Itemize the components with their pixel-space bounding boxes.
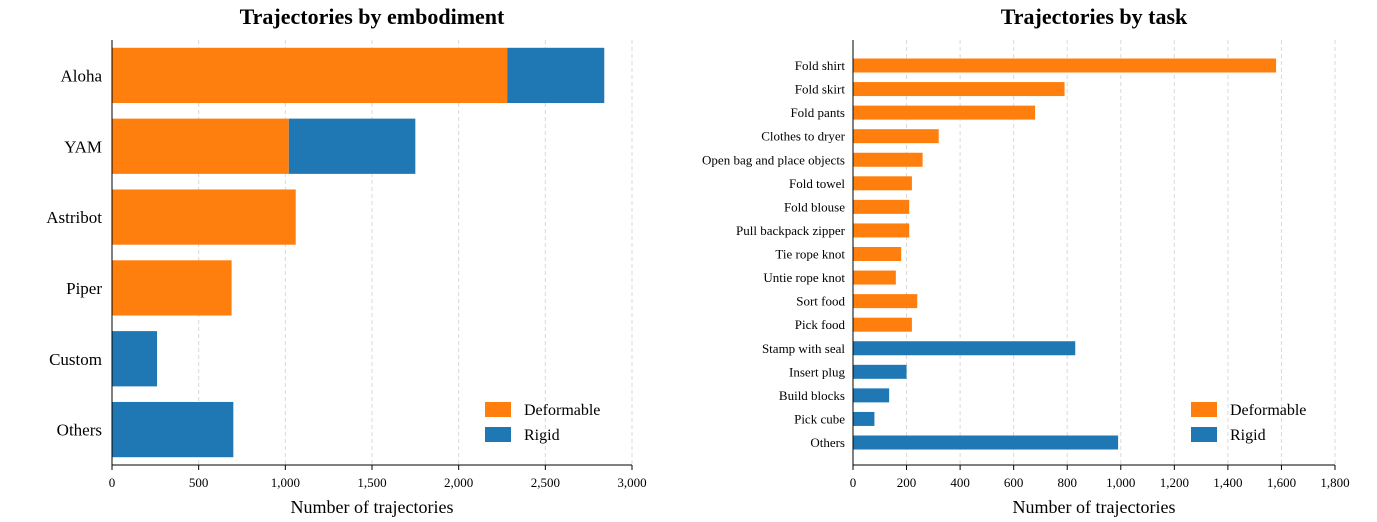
embodiment-x-ticks: 0 500 1,000 1,500 2,000 2,500 3,000 bbox=[109, 465, 647, 490]
embodiment-legend: Deformable Rigid bbox=[485, 402, 600, 444]
task-label-tie-rope-knot: Tie rope knot bbox=[775, 247, 845, 262]
embodiment-label-yam: YAM bbox=[64, 137, 102, 156]
embodiment-label-custom: Custom bbox=[49, 350, 102, 369]
task-label-untie-rope-knot: Untie rope knot bbox=[763, 270, 845, 285]
bar-pick-cube bbox=[853, 411, 875, 426]
bar-astribot-deformable bbox=[112, 189, 296, 245]
task-legend-swatch-rigid bbox=[1191, 427, 1217, 442]
embodiment-x-tick-label: 3,000 bbox=[617, 475, 646, 490]
embodiment-x-tick-label: 2,000 bbox=[444, 475, 473, 490]
embodiment-x-axis-label: Number of trajectories bbox=[291, 497, 454, 517]
task-chart-title: Trajectories by task bbox=[1001, 4, 1188, 29]
bar-fold-pants bbox=[853, 105, 1036, 120]
embodiment-legend-swatch-deformable bbox=[485, 402, 511, 417]
bar-sort-food bbox=[853, 294, 918, 309]
embodiment-x-tick-label: 1,500 bbox=[357, 475, 386, 490]
task-label-pick-food: Pick food bbox=[795, 317, 846, 332]
task-legend-swatch-deformable bbox=[1191, 402, 1217, 417]
bar-others bbox=[853, 435, 1119, 450]
bar-piper-deformable bbox=[112, 260, 232, 316]
embodiment-grid bbox=[198, 40, 633, 465]
task-x-tick-label: 1,600 bbox=[1267, 475, 1296, 490]
task-label-others: Others bbox=[810, 435, 845, 450]
bar-tie-rope-knot bbox=[853, 247, 902, 261]
task-label-sort-food: Sort food bbox=[796, 294, 845, 309]
task-label-insert-plug: Insert plug bbox=[789, 364, 845, 379]
task-label-build-blocks: Build blocks bbox=[779, 388, 845, 403]
embodiment-x-tick-label: 2,500 bbox=[531, 475, 560, 490]
embodiment-legend-label-rigid: Rigid bbox=[524, 427, 560, 444]
task-label-pick-cube: Pick cube bbox=[794, 411, 845, 426]
embodiment-label-astribot: Astribot bbox=[46, 208, 102, 227]
bar-build-blocks bbox=[853, 388, 890, 403]
task-x-tick-label: 1,800 bbox=[1320, 475, 1349, 490]
task-category-labels: Fold shirt Fold skirt Fold pants Clothes to… bbox=[702, 58, 846, 450]
bar-insert-plug bbox=[853, 364, 907, 379]
embodiment-x-tick-label: 1,000 bbox=[271, 475, 300, 490]
task-label-pull-backpack-zipper: Pull backpack zipper bbox=[736, 223, 846, 238]
bar-yam-rigid bbox=[288, 118, 416, 174]
embodiment-x-tick-label: 500 bbox=[189, 475, 209, 490]
task-x-tick-label: 0 bbox=[850, 475, 857, 490]
embodiment-chart: Trajectories by embodiment 0 500 1,000 1,50… bbox=[46, 4, 646, 517]
task-label-clothes-to-dryer: Clothes to dryer bbox=[761, 129, 845, 144]
task-label-fold-shirt: Fold shirt bbox=[795, 58, 846, 73]
bar-pull-backpack-zipper bbox=[853, 223, 910, 238]
bar-fold-skirt bbox=[853, 82, 1065, 97]
bar-custom-rigid bbox=[112, 331, 158, 387]
task-chart: Trajectories by task 0 200 400 600 800 1,000 1… bbox=[702, 4, 1350, 517]
embodiment-legend-label-deformable: Deformable bbox=[524, 402, 600, 419]
task-label-fold-towel: Fold towel bbox=[789, 176, 845, 191]
bar-fold-blouse bbox=[853, 199, 910, 214]
embodiment-chart-title: Trajectories by embodiment bbox=[240, 4, 505, 29]
task-bars bbox=[853, 58, 1277, 450]
bar-aloha-deformable bbox=[112, 47, 508, 104]
bar-aloha-rigid bbox=[507, 47, 605, 104]
task-label-fold-blouse: Fold blouse bbox=[784, 199, 845, 214]
bar-others-rigid bbox=[112, 401, 234, 458]
task-x-tick-label: 1,200 bbox=[1160, 475, 1189, 490]
bar-clothes-to-dryer bbox=[853, 129, 939, 144]
task-x-tick-label: 200 bbox=[897, 475, 917, 490]
task-label-fold-pants: Fold pants bbox=[790, 105, 845, 120]
task-x-tick-label: 400 bbox=[950, 475, 970, 490]
bar-pick-food bbox=[853, 317, 912, 332]
task-x-tick-label: 1,000 bbox=[1106, 475, 1135, 490]
task-x-tick-label: 1,400 bbox=[1213, 475, 1242, 490]
task-legend: Deformable Rigid bbox=[1191, 402, 1306, 444]
bar-yam-deformable bbox=[112, 118, 289, 174]
task-label-open-bag-and-place-objects: Open bag and place objects bbox=[702, 152, 845, 167]
embodiment-bars bbox=[112, 47, 605, 458]
bar-stamp-with-seal bbox=[853, 341, 1076, 356]
embodiment-x-tick-label: 0 bbox=[109, 475, 116, 490]
bar-fold-shirt bbox=[853, 58, 1277, 73]
task-legend-label-rigid: Rigid bbox=[1230, 427, 1266, 444]
task-x-tick-label: 800 bbox=[1057, 475, 1077, 490]
task-x-axis-label: Number of trajectories bbox=[1013, 497, 1176, 517]
embodiment-label-others: Others bbox=[57, 421, 102, 440]
task-legend-label-deformable: Deformable bbox=[1230, 402, 1306, 419]
embodiment-label-piper: Piper bbox=[66, 279, 102, 298]
task-label-fold-skirt: Fold skirt bbox=[795, 82, 846, 97]
task-x-tick-label: 600 bbox=[1004, 475, 1024, 490]
task-x-ticks: 0 200 400 600 800 1,000 1,200 1,400 1,600 1,800 bbox=[850, 465, 1350, 490]
embodiment-category-labels: Aloha YAM Astribot Piper Custom Others bbox=[46, 66, 102, 439]
embodiment-legend-swatch-rigid bbox=[485, 427, 511, 442]
embodiment-label-aloha: Aloha bbox=[60, 66, 102, 85]
bar-open-bag-and-place-objects bbox=[853, 152, 923, 167]
task-label-stamp-with-seal: Stamp with seal bbox=[762, 341, 845, 356]
bar-fold-towel bbox=[853, 176, 912, 191]
bar-untie-rope-knot bbox=[853, 270, 896, 285]
